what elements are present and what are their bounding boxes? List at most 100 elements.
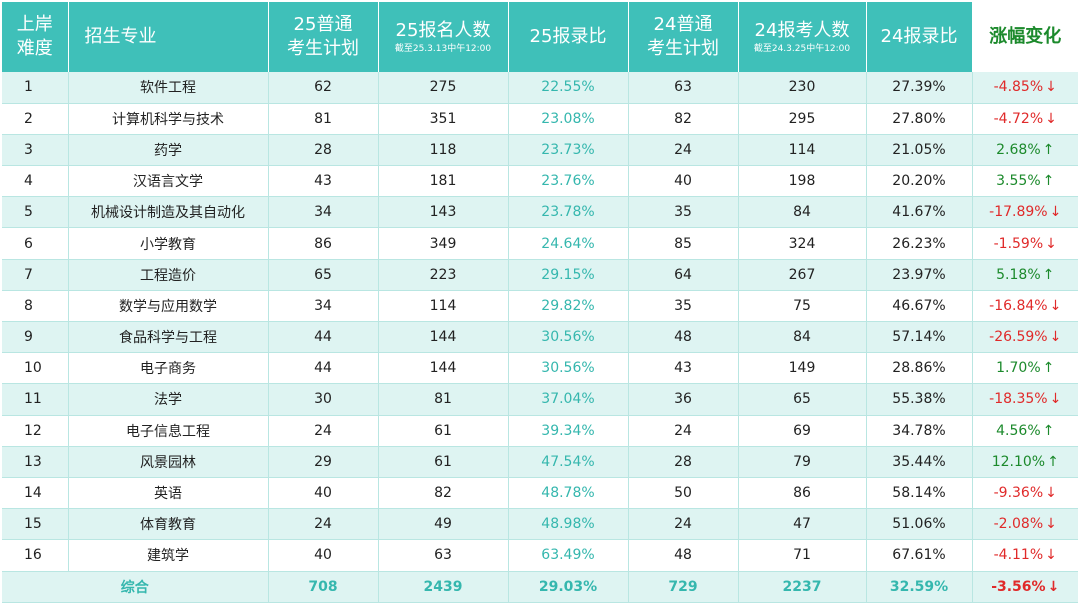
applicants24-cell: 84 <box>738 321 867 354</box>
table-row: 14 英语 40 82 48.78% 50 86 58.14% -9.36% ↓ <box>2 477 1078 510</box>
header-plan24: 24普通 考生计划 <box>628 2 739 72</box>
plan24-cell: 85 <box>628 227 739 260</box>
ratio25-cell: 47.54% <box>508 446 629 478</box>
header-plan25-label: 25普通 考生计划 <box>287 14 359 59</box>
ratio24-cell: 21.05% <box>866 134 973 167</box>
total-ratio24-cell: 32.59% <box>866 571 973 603</box>
table-row: 6 小学教育 86 349 24.64% 85 324 26.23% -1.59% ↓ <box>2 227 1078 260</box>
major-cell: 英语 <box>68 477 269 510</box>
applicants24-cell: 71 <box>738 539 867 572</box>
ratio25-cell: 29.15% <box>508 259 629 291</box>
applicants24-cell: 198 <box>738 165 867 198</box>
ratio25-cell: 22.55% <box>508 72 629 104</box>
applicants24-cell: 79 <box>738 446 867 478</box>
table-row: 10 电子商务 44 144 30.56% 43 149 28.86% 1.70% ↑ <box>2 352 1078 385</box>
applicants24-cell: 324 <box>738 227 867 260</box>
ratio24-cell: 55.38% <box>866 383 973 416</box>
arrow-up-icon: ↑ <box>1042 141 1055 158</box>
change-value: -4.11% <box>993 547 1044 564</box>
rank-cell: 8 <box>2 290 69 323</box>
applicants24-cell: 75 <box>738 290 867 323</box>
ratio25-cell: 48.78% <box>508 477 629 510</box>
table-row: 12 电子信息工程 24 61 39.34% 24 69 34.78% 4.56% ↑ <box>2 415 1078 447</box>
total-plan25-cell: 708 <box>268 571 379 603</box>
major-cell: 风景园林 <box>68 446 269 478</box>
applicants25-cell: 223 <box>378 259 509 291</box>
header-applicants25: 25报名人数 截至25.3.13中午12:00 <box>378 2 509 72</box>
arrow-down-icon: ↓ <box>1045 516 1057 533</box>
plan24-cell: 35 <box>628 196 739 229</box>
change-cell: -2.08% ↓ <box>972 508 1078 541</box>
major-cell: 小学教育 <box>68 227 269 260</box>
major-cell: 食品科学与工程 <box>68 321 269 354</box>
arrow-up-icon: ↑ <box>1047 453 1059 470</box>
arrow-down-icon: ↓ <box>1045 235 1057 252</box>
ratio25-cell: 39.34% <box>508 415 629 447</box>
header-applicants25-note: 截至25.3.13中午12:00 <box>394 44 492 54</box>
change-value: -17.89% <box>989 204 1048 221</box>
table-body: 1 软件工程 62 275 22.55% 63 230 27.39% -4.85% ↓ 2 计算机科学… <box>2 72 1078 603</box>
table-row: 8 数学与应用数学 34 114 29.82% 35 75 46.67% -16.84% ↓ <box>2 290 1078 323</box>
table-row: 4 汉语言文学 43 181 23.76% 40 198 20.20% 3.55% ↑ <box>2 165 1078 198</box>
plan25-cell: 44 <box>268 352 379 385</box>
plan24-cell: 24 <box>628 508 739 541</box>
change-cell: -9.36% ↓ <box>972 477 1078 510</box>
plan25-cell: 43 <box>268 165 379 198</box>
change-value: 4.56% <box>996 422 1041 439</box>
major-cell: 电子信息工程 <box>68 415 269 447</box>
rank-cell: 12 <box>2 415 69 447</box>
major-cell: 软件工程 <box>68 72 269 104</box>
applicants25-cell: 61 <box>378 446 509 478</box>
applicants25-cell: 61 <box>378 415 509 447</box>
change-value: 3.55% <box>996 173 1041 190</box>
rank-cell: 15 <box>2 508 69 541</box>
plan25-cell: 86 <box>268 227 379 260</box>
arrow-down-icon: ↓ <box>1049 329 1062 346</box>
plan24-cell: 35 <box>628 290 739 323</box>
applicants25-cell: 114 <box>378 290 509 323</box>
change-cell: -16.84% ↓ <box>972 290 1078 323</box>
arrow-down-icon: ↓ <box>1045 547 1057 564</box>
table-row: 3 药学 28 118 23.73% 24 114 21.05% 2.68% ↑ <box>2 134 1078 167</box>
ratio24-cell: 20.20% <box>866 165 973 198</box>
ratio24-cell: 51.06% <box>866 508 973 541</box>
header-ratio25-label: 25报录比 <box>529 26 607 47</box>
ratio25-cell: 37.04% <box>508 383 629 416</box>
applicants25-cell: 49 <box>378 508 509 541</box>
arrow-down-icon: ↓ <box>1045 110 1057 127</box>
change-value: 12.10% <box>991 453 1046 470</box>
ratio24-cell: 28.86% <box>866 352 973 385</box>
rank-cell: 13 <box>2 446 69 478</box>
major-cell: 电子商务 <box>68 352 269 385</box>
change-cell: 1.70% ↑ <box>972 352 1078 385</box>
applicants24-cell: 230 <box>738 72 867 104</box>
change-value: -2.08% <box>993 516 1044 533</box>
ratio25-cell: 24.64% <box>508 227 629 260</box>
total-applicants25-cell: 2439 <box>378 571 509 603</box>
change-value: -3.56% <box>991 578 1046 595</box>
major-cell: 工程造价 <box>68 259 269 291</box>
plan25-cell: 24 <box>268 415 379 447</box>
plan25-cell: 81 <box>268 103 379 135</box>
change-value: 2.68% <box>996 141 1041 158</box>
plan24-cell: 82 <box>628 103 739 135</box>
major-cell: 计算机科学与技术 <box>68 103 269 135</box>
table-row: 9 食品科学与工程 44 144 30.56% 48 84 57.14% -26.59% ↓ <box>2 321 1078 354</box>
change-value: 5.18% <box>996 266 1041 283</box>
applicants24-cell: 149 <box>738 352 867 385</box>
rank-cell: 3 <box>2 134 69 167</box>
arrow-up-icon: ↑ <box>1042 422 1055 439</box>
table-row: 1 软件工程 62 275 22.55% 63 230 27.39% -4.85% ↓ <box>2 72 1078 104</box>
arrow-down-icon: ↓ <box>1047 578 1060 595</box>
major-cell: 数学与应用数学 <box>68 290 269 323</box>
major-cell: 机械设计制造及其自动化 <box>68 196 269 229</box>
table-row: 15 体育教育 24 49 48.98% 24 47 51.06% -2.08% ↓ <box>2 508 1078 541</box>
major-cell: 汉语言文学 <box>68 165 269 198</box>
plan25-cell: 62 <box>268 72 379 104</box>
total-label: 综合 <box>2 571 269 603</box>
change-cell: -4.85% ↓ <box>972 72 1078 104</box>
plan24-cell: 64 <box>628 259 739 291</box>
header-applicants25-label: 25报名人数 <box>395 20 491 41</box>
ratio25-cell: 63.49% <box>508 539 629 572</box>
plan25-cell: 65 <box>268 259 379 291</box>
